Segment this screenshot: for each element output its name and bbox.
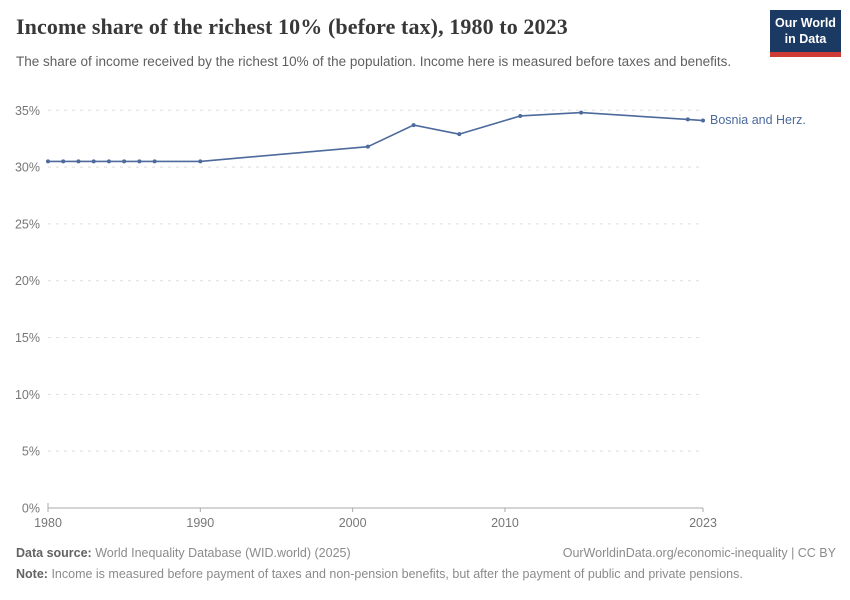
data-point[interactable]: [457, 132, 462, 137]
data-point[interactable]: [137, 159, 142, 164]
data-point[interactable]: [76, 159, 81, 164]
y-tick-label: 35%: [15, 104, 40, 118]
data-point[interactable]: [91, 159, 96, 164]
data-point[interactable]: [122, 159, 127, 164]
owid-logo-line2: in Data: [784, 31, 827, 46]
x-tick-label: 2000: [339, 516, 367, 530]
data-point[interactable]: [106, 159, 111, 164]
chart-subtitle: The share of income received by the rich…: [16, 54, 732, 69]
data-point[interactable]: [198, 159, 203, 164]
chart-footer: Data source: World Inequality Database (…: [16, 546, 836, 581]
chart-canvas: 0% 5% 10% 15% 20% 25% 30% 35% 1980 1990 2000 2010 20…: [15, 104, 717, 530]
y-tick-label: 15%: [15, 331, 40, 345]
y-tick-label: 10%: [15, 388, 40, 402]
owid-logo[interactable]: Our World in Data: [770, 10, 841, 58]
y-tick-label: 30%: [15, 161, 40, 175]
owid-logo-line1: Our World: [775, 16, 836, 30]
x-tick-label: 2010: [491, 516, 519, 530]
data-point[interactable]: [61, 159, 66, 164]
credit-url: OurWorldinData.org/economic-inequality |…: [562, 546, 836, 560]
y-tick-label: 25%: [15, 217, 40, 231]
data-point[interactable]: [152, 159, 157, 164]
data-point[interactable]: [411, 123, 416, 128]
data-point[interactable]: [518, 113, 523, 118]
data-source-value: World Inequality Database (WID.world) (2…: [95, 546, 351, 560]
series-entity-label[interactable]: Bosnia and Herz.: [710, 113, 806, 127]
note-label: Note:: [16, 567, 48, 581]
data-line[interactable]: [48, 111, 704, 163]
data-point[interactable]: [685, 117, 690, 122]
x-tick-label: 1990: [186, 516, 214, 530]
data-source-text: Data source: World Inequality Database (…: [16, 546, 351, 560]
y-tick-label: 0%: [22, 502, 40, 516]
data-point[interactable]: [701, 118, 705, 123]
data-source-label: Data source:: [16, 546, 92, 560]
note-text: Income is measured before payment of tax…: [51, 567, 743, 581]
x-tick-label: 2023: [689, 516, 717, 530]
y-tick-label: 20%: [15, 274, 40, 288]
x-tick-label: 1980: [34, 516, 62, 530]
page-title: Income share of the richest 10% (before …: [16, 14, 568, 39]
y-tick-label: 5%: [22, 445, 40, 459]
data-point[interactable]: [579, 110, 584, 115]
data-point[interactable]: [365, 144, 370, 149]
data-point[interactable]: [46, 159, 50, 164]
